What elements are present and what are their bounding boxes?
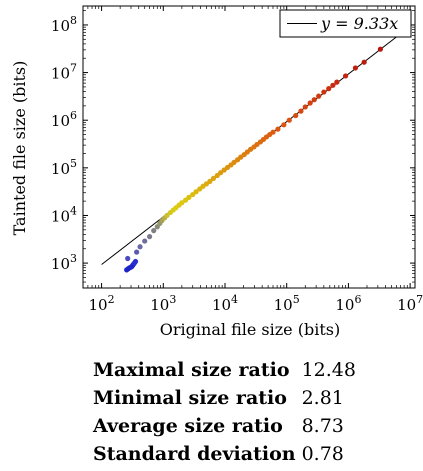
y-tick-label: 107 [51,62,77,83]
data-point [193,189,199,195]
stat-row: Standard deviation 0.78 [93,440,356,468]
data-point [151,228,157,234]
data-point [334,79,340,85]
data-point [361,59,367,65]
stat-value-std-dev: 0.78 [301,443,344,465]
data-point [146,234,153,240]
data-point [352,65,359,71]
stat-value-avg-ratio: 8.73 [301,415,344,437]
plot-frame [82,5,416,289]
data-point [321,89,327,95]
data-point [134,249,140,255]
y-axis-title: Tainted file size (bits) [10,61,29,236]
data-point [179,200,185,206]
data-point [281,122,287,128]
data-point [307,100,313,106]
x-tick-label: 103 [150,293,176,314]
data-point [186,194,192,200]
plot-area [101,25,411,273]
stat-row: Maximal size ratio 12.48 [93,356,356,384]
x-tick-label: 102 [89,293,115,314]
stat-label-min-ratio: Minimal size ratio [93,387,287,409]
data-point [270,129,276,135]
stat-label-avg-ratio: Average size ratio [93,415,283,437]
data-point [316,93,322,99]
data-point [218,170,224,176]
stat-row: Average size ratio 8.73 [93,412,356,440]
x-tick-label: 104 [212,293,238,314]
data-point [210,175,217,182]
x-tick-label: 107 [397,293,423,314]
y-tick-label: 104 [51,204,77,225]
data-point [137,244,143,250]
x-axis-title: Original file size (bits) [160,320,340,339]
x-tick-label: 105 [274,293,300,314]
data-point [298,108,304,114]
data-point [207,178,213,184]
y-tick-label: 105 [51,157,77,178]
data-point [275,126,281,132]
data-point [293,112,299,119]
data-point [311,97,317,103]
legend-label: y = 9.33x [320,14,398,33]
data-point [125,255,131,262]
data-point [342,73,349,79]
data-point [302,104,308,110]
legend: y = 9.33x [279,9,412,38]
data-point [330,82,336,88]
statistics-table: Maximal size ratio 12.48 Minimal size ra… [93,356,356,468]
stat-row: Minimal size ratio 2.81 [93,384,356,412]
y-tick-label: 108 [51,14,77,35]
stat-label-max-ratio: Maximal size ratio [93,359,290,381]
y-tick-label: 106 [51,109,77,130]
stat-value-max-ratio: 12.48 [301,359,356,381]
stat-value-min-ratio: 2.81 [301,387,344,409]
scatter-chart: 102 103 104 105 106 107 103 104 105 106 107 108 y =… [10,5,423,339]
data-point [286,117,292,123]
data-point [326,86,332,92]
data-point [231,159,237,166]
x-tick-label: 106 [335,293,361,314]
stat-label-std-dev: Standard deviation [93,443,296,465]
data-point [142,238,148,244]
y-tick-label: 103 [51,252,77,273]
data-point [377,46,384,52]
data-point [132,258,139,265]
